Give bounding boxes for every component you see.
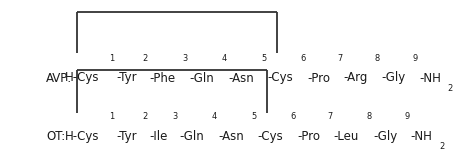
- Text: H-Cys: H-Cys: [65, 71, 100, 85]
- Text: 2: 2: [143, 54, 148, 63]
- Text: 6: 6: [301, 54, 306, 63]
- Text: -Pro: -Pro: [298, 130, 320, 143]
- Text: -Asn: -Asn: [218, 130, 244, 143]
- Text: 1: 1: [109, 54, 115, 63]
- Text: -Tyr: -Tyr: [116, 71, 137, 85]
- Text: 4: 4: [221, 54, 227, 63]
- Text: 9: 9: [413, 54, 418, 63]
- Text: -Cys: -Cys: [268, 71, 293, 85]
- Text: -Gln: -Gln: [190, 71, 214, 85]
- Text: 9: 9: [404, 112, 410, 121]
- Text: -Phe: -Phe: [149, 71, 175, 85]
- Text: 3: 3: [182, 54, 188, 63]
- Text: -Cys: -Cys: [258, 130, 283, 143]
- Text: 2: 2: [143, 112, 148, 121]
- Text: -Tyr: -Tyr: [116, 130, 137, 143]
- Text: 1: 1: [109, 112, 115, 121]
- Text: -Gln: -Gln: [180, 130, 204, 143]
- Text: 4: 4: [211, 112, 217, 121]
- Text: 5: 5: [261, 54, 266, 63]
- Text: H-Cys: H-Cys: [65, 130, 100, 143]
- Text: 8: 8: [375, 54, 380, 63]
- Text: 7: 7: [337, 54, 342, 63]
- Text: 8: 8: [366, 112, 372, 121]
- Text: 3: 3: [173, 112, 178, 121]
- Text: -Ile: -Ile: [149, 130, 168, 143]
- Text: 5: 5: [251, 112, 256, 121]
- Text: -Asn: -Asn: [228, 71, 254, 85]
- Text: -Pro: -Pro: [308, 71, 330, 85]
- Text: -Arg: -Arg: [344, 71, 368, 85]
- Text: -Leu: -Leu: [334, 130, 359, 143]
- Text: 6: 6: [291, 112, 296, 121]
- Text: OT:: OT:: [46, 130, 65, 143]
- Text: -Gly: -Gly: [373, 130, 397, 143]
- Text: AVP:: AVP:: [46, 71, 73, 85]
- Text: -Gly: -Gly: [382, 71, 406, 85]
- Text: -NH: -NH: [419, 71, 441, 85]
- Text: 2: 2: [439, 142, 444, 151]
- Text: 2: 2: [447, 84, 453, 93]
- Text: -NH: -NH: [411, 130, 433, 143]
- Text: 7: 7: [327, 112, 332, 121]
